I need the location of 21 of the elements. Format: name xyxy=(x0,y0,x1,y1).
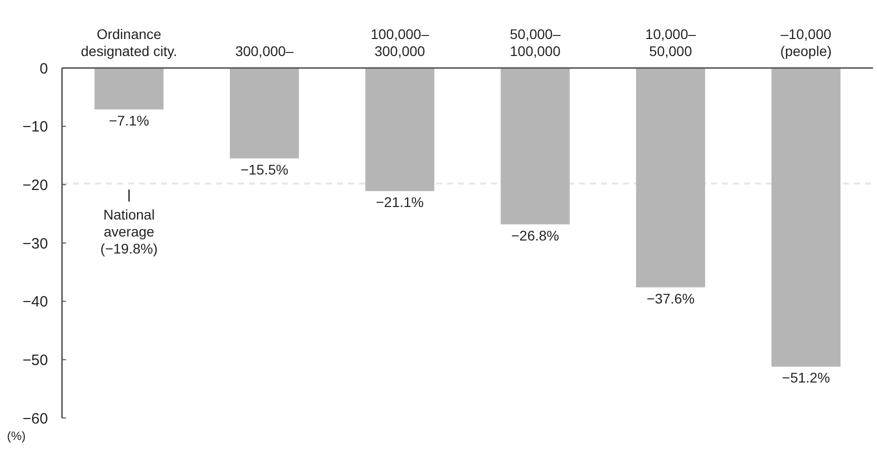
x-tick-label: 300,000– xyxy=(235,43,294,59)
ref-line-label: National average (−19.8%) xyxy=(100,206,158,256)
y-tick-label: −40 xyxy=(22,294,48,311)
x-tick-label: Ordinance designated city. xyxy=(80,26,178,59)
x-tick-label: 50,000– 100,000 xyxy=(510,26,561,59)
data-label: −15.5% xyxy=(240,161,288,178)
x-tick-label: 100,000– 300,000 xyxy=(370,26,430,59)
data-label: −26.8% xyxy=(511,227,560,244)
y-tick-label: 0 xyxy=(40,60,48,78)
y-tick-label: −30 xyxy=(22,235,48,252)
x-tick-label: –10,000 (people) xyxy=(780,26,832,59)
data-label: −37.6% xyxy=(646,290,695,306)
x-tick-label: 10,000– 50,000 xyxy=(645,26,696,59)
y-tick-label: −20 xyxy=(22,176,48,194)
data-label: −51.2% xyxy=(782,370,830,386)
data-label: −21.1% xyxy=(376,194,424,210)
y-tick-label: −10 xyxy=(22,118,48,136)
data-label: −7.1% xyxy=(108,112,150,128)
y-axis-title: (%) xyxy=(7,429,26,443)
y-tick-label: −60 xyxy=(22,410,48,428)
y-tick-label: −50 xyxy=(22,352,48,369)
